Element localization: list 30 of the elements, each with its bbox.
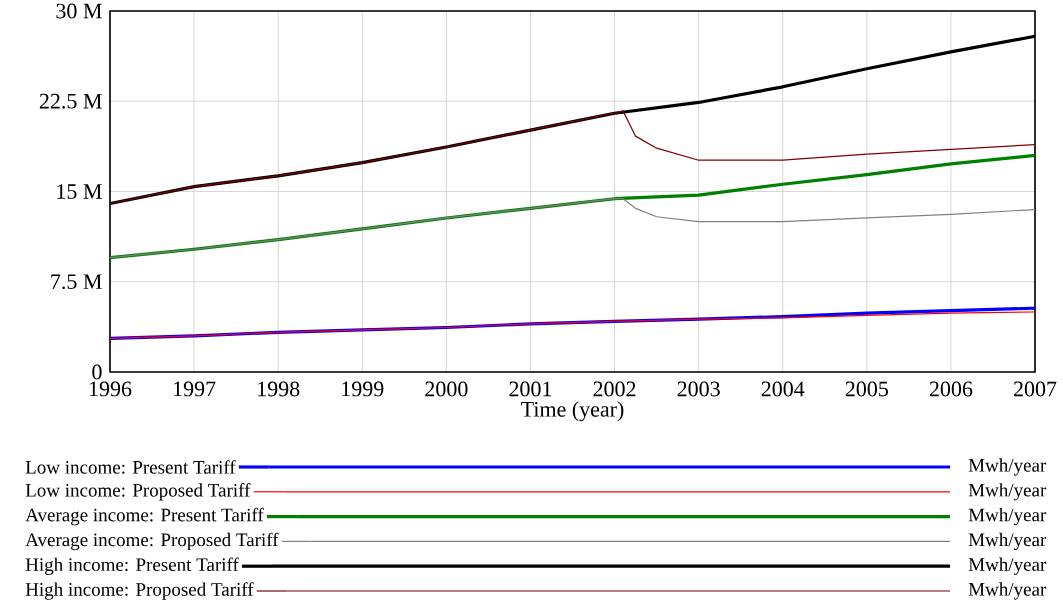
text: Mwh/year [968,507,1047,526]
x-tick-label: 1996 [89,381,132,397]
y-tick-label: 15 M [57,184,102,199]
legend-label: Low income: Present Tariff [25,460,236,474]
x-tick-label: 1997 [174,381,216,397]
y-tick-label: 7.5 M [51,274,102,290]
x-tick-label: 2007 [1013,381,1057,397]
legend-label: Low income: Proposed Tariff [25,483,251,501]
x-tick-label: 2002 [593,381,636,397]
x-tick-label: 2003 [677,381,720,397]
y-tick-label: 22.5 M [39,93,102,109]
legend-label: High income: Proposed Tariff [25,582,254,600]
x-tick-label: 2004 [761,381,805,397]
x-axis-title: Time (year) [521,401,624,422]
y-tick-label: 0 [92,364,102,380]
text: Mwh/year [968,458,1047,476]
x-tick-label: 1999 [342,381,384,397]
legend-label: High income: Present Tariff [25,557,239,575]
legend-label: Average income: Present Tariff [25,507,264,526]
x-tick-label: 2006 [929,381,973,397]
text: Mwh/year [968,582,1047,600]
x-tick-label: 2000 [425,381,468,397]
text: Mwh/year [968,557,1047,575]
legend-label: Average income: Proposed Tariff [25,532,279,551]
x-tick-label: 2005 [845,381,888,397]
x-tick-label: 1998 [258,381,300,397]
y-tick-label: 30 M [56,3,102,19]
x-tick-label: 2001 [509,381,552,397]
text: Mwh/year [968,483,1047,501]
text: Mwh/year [968,532,1047,551]
